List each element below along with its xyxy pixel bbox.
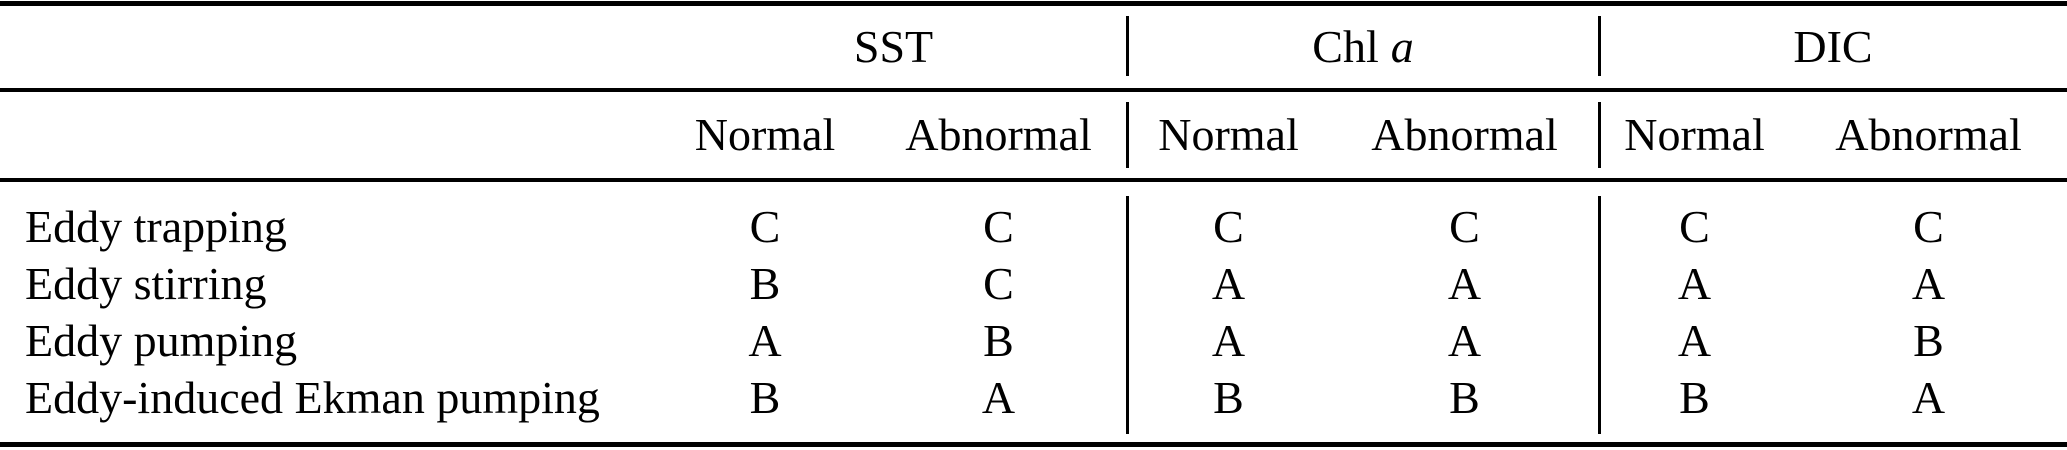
- cell-dic-abnormal: A: [1911, 371, 1946, 423]
- subheader-row: Normal Abnormal Normal Abnormal Normal A…: [0, 92, 2067, 178]
- cell-chl-normal: C: [1213, 200, 1244, 252]
- rule-below-subheaders: [0, 178, 2067, 182]
- row-label: Eddy stirring: [25, 257, 267, 309]
- group-label-sst: SST: [853, 21, 934, 72]
- cell-sst-normal: A: [748, 314, 782, 366]
- cell-sst-abnormal: B: [983, 314, 1014, 366]
- group-label-chl-a-italic: a: [1390, 21, 1414, 72]
- cell-chl-abnormal: B: [1449, 371, 1480, 423]
- subheader-sst-normal: Normal: [694, 109, 836, 160]
- divider-chl-dic: [1598, 102, 1601, 168]
- cell-dic-normal: A: [1677, 314, 1712, 366]
- cell-sst-normal: C: [749, 200, 781, 252]
- cell-dic-abnormal: B: [1913, 314, 1944, 366]
- cell-chl-abnormal: A: [1447, 314, 1482, 366]
- cell-chl-normal: A: [1211, 257, 1246, 309]
- cell-dic-normal: C: [1679, 200, 1710, 252]
- group-header-dic: DIC: [1599, 24, 2067, 70]
- rule-top: [0, 1, 2067, 6]
- table-body: Eddy trapping C C C C C C Eddy stirring …: [0, 182, 2067, 442]
- group-header-row: SST Chl a DIC: [0, 6, 2067, 88]
- subheader-dic-normal: Normal: [1624, 109, 1765, 160]
- subheader-sst-abnormal: Abnormal: [905, 109, 1092, 160]
- table-row: Eddy-induced Ekman pumping B A B B B A: [0, 369, 2067, 426]
- cell-sst-abnormal: C: [983, 257, 1014, 309]
- divider-sst-chl: [1126, 196, 1129, 434]
- cell-chl-normal: A: [1211, 314, 1246, 366]
- table-row: Eddy stirring B C A A A A: [0, 255, 2067, 312]
- cell-dic-abnormal: A: [1911, 257, 1946, 309]
- rule-bottom: [0, 442, 2067, 447]
- cell-sst-abnormal: A: [981, 371, 1016, 423]
- cell-dic-normal: B: [1679, 371, 1710, 423]
- cell-sst-normal: B: [749, 371, 781, 423]
- cell-chl-normal: B: [1213, 371, 1244, 423]
- group-header-chla: Chl a: [1127, 24, 1599, 70]
- divider-chl-dic: [1598, 16, 1601, 76]
- divider-sst-chl: [1126, 16, 1129, 76]
- group-label-chl: Chl: [1312, 21, 1379, 72]
- row-label: Eddy-induced Ekman pumping: [25, 371, 600, 423]
- cell-chl-abnormal: C: [1449, 200, 1480, 252]
- table-row: Eddy pumping A B A A A B: [0, 312, 2067, 369]
- subheader-chl-abnormal: Abnormal: [1371, 109, 1558, 160]
- group-label-dic: DIC: [1793, 21, 1873, 72]
- cell-sst-normal: B: [749, 257, 781, 309]
- rule-below-groups: [0, 88, 2067, 92]
- cell-chl-abnormal: A: [1447, 257, 1482, 309]
- group-header-sst: SST: [660, 24, 1127, 70]
- cell-dic-abnormal: C: [1913, 200, 1944, 252]
- cell-sst-abnormal: C: [983, 200, 1014, 252]
- divider-sst-chl: [1126, 102, 1129, 168]
- table-row: Eddy trapping C C C C C C: [0, 198, 2067, 255]
- subheader-dic-abnormal: Abnormal: [1835, 109, 2022, 160]
- row-label: Eddy trapping: [25, 200, 287, 252]
- divider-chl-dic: [1598, 196, 1601, 434]
- subheader-chl-normal: Normal: [1158, 109, 1299, 160]
- cell-dic-normal: A: [1677, 257, 1712, 309]
- row-label: Eddy pumping: [25, 314, 298, 366]
